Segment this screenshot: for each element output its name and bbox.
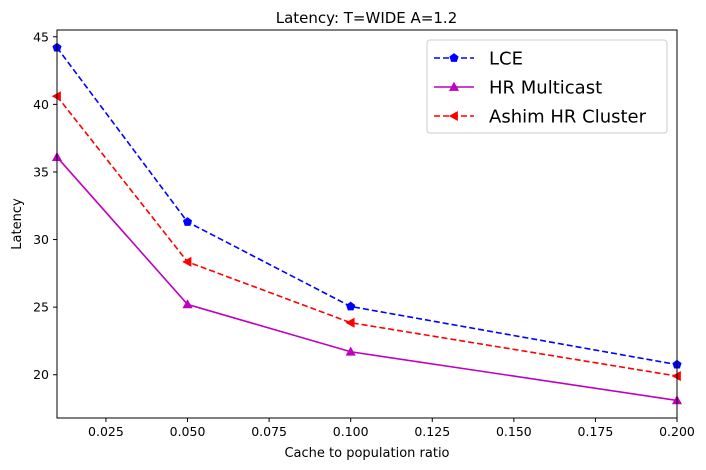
legend-frame	[426, 39, 668, 134]
x-tick-label: 0.200	[659, 424, 695, 439]
x-tick-label: 0.150	[496, 424, 532, 439]
legend-marker-lce	[449, 53, 459, 62]
x-tick-label: 0.100	[333, 424, 369, 439]
y-tick-label: 20	[33, 367, 49, 382]
legend-entries: LCE HR Multicast Ashim HR Cluster	[434, 49, 647, 128]
x-tick-label: 0.050	[170, 424, 206, 439]
legend-label-hr-multicast: HR Multicast	[489, 78, 602, 99]
series-lce	[52, 42, 682, 369]
y-axis-label: Latency	[10, 198, 25, 250]
plot-area-frame	[56, 29, 678, 419]
x-tick-label: 0.075	[251, 424, 287, 439]
legend-entry-ashim-hr-cluster: Ashim HR Cluster	[434, 107, 647, 128]
data-point-ashim-hr-cluster	[345, 317, 355, 328]
x-axis-label: Cache to population ratio	[284, 446, 449, 461]
series-layer	[51, 42, 683, 405]
y-tick-label: 40	[33, 97, 49, 112]
legend-marker-ashim-hr-cluster	[448, 110, 458, 122]
x-tick-label: 0.025	[88, 424, 124, 439]
y-tick-label: 30	[33, 232, 49, 247]
legend-entry-lce: LCE	[434, 49, 523, 70]
y-tick-label: 45	[33, 29, 49, 44]
x-tick-label: 0.175	[578, 424, 614, 439]
data-point-lce	[182, 217, 193, 226]
chart-title: Latency: T=WIDE A=1.2	[276, 9, 458, 27]
series-line-ashim-hr-cluster	[56, 95, 678, 377]
x-tick-label: 0.125	[414, 424, 450, 439]
legend-entry-hr-multicast: HR Multicast	[434, 78, 602, 99]
legend-label-ashim-hr-cluster: Ashim HR Cluster	[489, 107, 647, 128]
series-line-hr-multicast	[56, 156, 678, 402]
data-point-ashim-hr-cluster	[182, 256, 192, 267]
series-line-lce	[56, 47, 678, 366]
data-point-hr-multicast	[182, 299, 193, 309]
legend: LCE HR Multicast Ashim HR Cluster	[426, 39, 668, 134]
ticks-layer: 0.025 0.050 0.075 0.100 0.125 0.150 0.175 0.200…	[33, 29, 695, 439]
data-point-lce	[346, 301, 356, 311]
y-tick-label: 25	[33, 300, 49, 315]
legend-label-lce: LCE	[489, 49, 523, 70]
legend-marker-hr-multicast	[448, 81, 460, 91]
y-tick-label: 35	[33, 164, 49, 179]
data-point-hr-multicast	[345, 346, 356, 356]
